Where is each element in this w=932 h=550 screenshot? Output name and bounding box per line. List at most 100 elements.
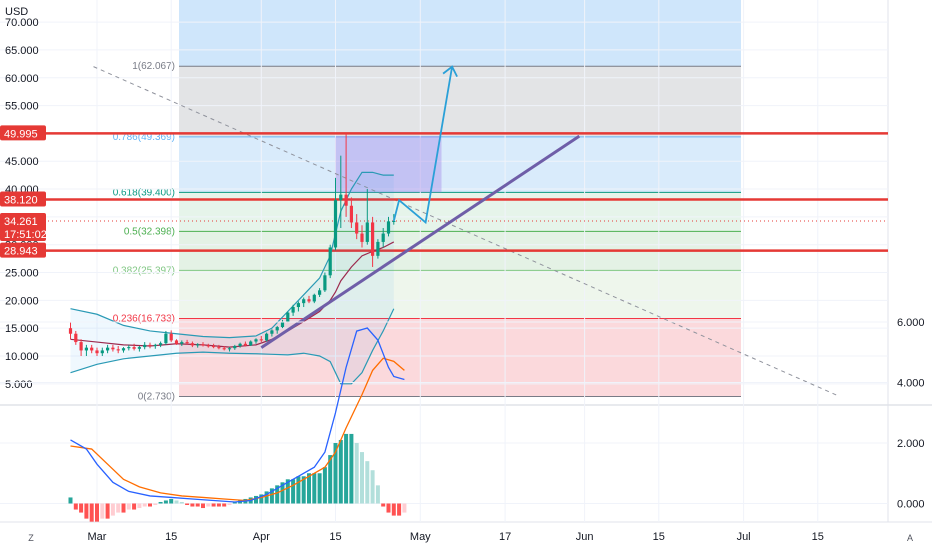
- candle-56: [365, 189, 369, 245]
- fib-level-label-1: 0.786(49.369): [113, 132, 175, 143]
- macd-histogram-bar-4: [89, 503, 94, 522]
- candle-body: [164, 333, 168, 344]
- candle-body: [280, 321, 285, 328]
- fib-level-label-5: 0.236(16.733): [113, 314, 175, 325]
- candle-body: [265, 333, 269, 341]
- price-tick-label-11: 60.000: [5, 73, 39, 85]
- macd-histogram-bar-61: [391, 503, 396, 516]
- candle-body: [386, 221, 391, 234]
- bollinger-upper: [70, 171, 394, 339]
- candle-body: [68, 328, 73, 334]
- macd-histogram-bar-24: [195, 503, 200, 507]
- macd-histogram-bar-36: [259, 494, 264, 504]
- macd-histogram-bar-45: [307, 473, 311, 504]
- candle-38: [270, 329, 274, 337]
- candle-body: [185, 342, 189, 344]
- candle-43: [296, 301, 300, 312]
- bollinger-band-fill: [70, 172, 394, 384]
- candle-20: [174, 339, 179, 345]
- macd-histogram-bar-12: [132, 503, 137, 510]
- candle-body: [254, 339, 258, 342]
- candle-31: [233, 344, 237, 350]
- candle-body: [376, 241, 380, 256]
- candle-21: [180, 340, 184, 346]
- price-badge-text: 49.995: [4, 128, 38, 140]
- time-tick-label-7: 15: [653, 531, 665, 543]
- candle-body: [180, 342, 184, 344]
- macd-tick-label-3: 6.000: [897, 317, 925, 329]
- price-badge-text: 28.943: [4, 246, 38, 258]
- timezone-button[interactable]: Z: [28, 533, 34, 543]
- macd-histogram-bar-39: [275, 485, 280, 504]
- support-trendline: [260, 134, 581, 349]
- candle-57: [371, 216, 375, 267]
- macd-histogram-bar-31: [232, 501, 237, 504]
- candle-body: [249, 341, 253, 346]
- price-badge-countdown: 17:51:02: [4, 229, 47, 241]
- price-tick-label-10: 55.000: [5, 101, 39, 113]
- macd-histogram-bar-44: [301, 476, 306, 504]
- candle-50: [333, 177, 338, 251]
- candle-body: [291, 307, 295, 313]
- time-tick-label-9: 15: [812, 531, 824, 543]
- candle-body: [143, 344, 147, 348]
- macd-histogram-bar-41: [285, 479, 290, 504]
- candle-body: [90, 347, 94, 351]
- price-tick-label-8: 45.000: [5, 156, 39, 168]
- price-badge-bg: [0, 125, 46, 141]
- macd-signal-line: [70, 357, 405, 502]
- price-badge-bg: [0, 191, 46, 207]
- candle-49: [328, 244, 332, 279]
- candle-30: [227, 347, 232, 352]
- price-badge-bg: [0, 212, 46, 241]
- macd-line: [70, 327, 405, 503]
- candle-45: [307, 295, 311, 304]
- fib-level-label-2: 0.618(39.400): [113, 187, 175, 198]
- time-tick-label-8: Jul: [737, 531, 751, 543]
- candle-24: [196, 343, 200, 348]
- candle-body: [84, 347, 88, 351]
- candle-28: [217, 344, 221, 350]
- macd-histogram-bar-47: [317, 473, 322, 504]
- macd-histogram-bar-6: [100, 503, 105, 519]
- candle-2: [79, 339, 83, 356]
- candle-body: [74, 333, 78, 343]
- fib-zone-0: [179, 0, 741, 67]
- macd-histogram-bar-5: [95, 503, 99, 522]
- candle-4: [90, 344, 94, 354]
- macd-tick-label-2: 4.000: [897, 378, 925, 390]
- price-badge-1: 38.120: [0, 191, 46, 207]
- macd-histogram-bar-54: [354, 443, 359, 504]
- macd-histogram-bar-38: [269, 488, 274, 504]
- macd-histogram-bar-53: [349, 433, 354, 504]
- time-tick-label-5: 17: [499, 531, 511, 543]
- candle-26: [206, 343, 210, 348]
- macd-tick-label-1: 2.000: [897, 438, 925, 450]
- price-tick-label-1: 10.000: [5, 351, 39, 363]
- macd-histogram-bar-16: [153, 503, 158, 506]
- candle-body: [344, 194, 348, 206]
- candle-body: [328, 247, 332, 276]
- auto-scale-button[interactable]: A: [906, 533, 913, 543]
- macd-histogram-bar-62: [397, 503, 402, 516]
- fib-zone-2: [179, 136, 741, 193]
- candle-body: [275, 327, 279, 331]
- candle-body: [222, 348, 226, 350]
- candle-37: [265, 332, 269, 342]
- fib-level-label-6: 0(2.730): [138, 391, 175, 402]
- macd-histogram-bar-35: [254, 495, 258, 504]
- candle-body: [132, 347, 136, 349]
- macd-histogram-bar-52: [344, 433, 349, 504]
- candle-body: [307, 299, 311, 302]
- macd-histogram-bar-51: [338, 439, 343, 504]
- macd-histogram-bar-11: [126, 503, 131, 510]
- macd-histogram-bar-23: [190, 503, 195, 507]
- candle-46: [312, 293, 316, 304]
- candle-6: [100, 347, 104, 356]
- macd-histogram-bar-63: [402, 503, 407, 513]
- candle-35: [254, 338, 258, 344]
- candle-body: [227, 348, 232, 350]
- macd-histogram-bar-30: [227, 503, 232, 506]
- fib-level-label-4: 0.382(25.397): [113, 265, 175, 276]
